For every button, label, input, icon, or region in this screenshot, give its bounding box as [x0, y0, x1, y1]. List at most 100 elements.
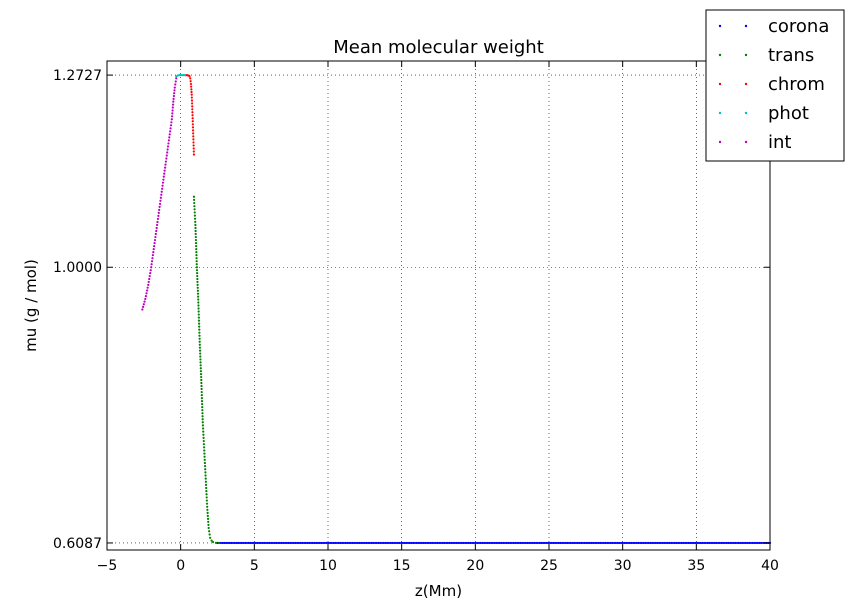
x-tick-label: 10: [319, 558, 337, 574]
legend-marker: [718, 111, 722, 115]
data-point: [153, 241, 156, 245]
data-point: [151, 254, 154, 257]
data-point: [465, 541, 469, 545]
data-point: [697, 541, 701, 545]
data-point: [419, 541, 422, 545]
data-point: [628, 541, 631, 545]
data-point: [725, 541, 728, 545]
x-tick-label: 5: [250, 558, 259, 574]
data-point: [517, 541, 520, 545]
legend-item-phot: phot: [718, 103, 809, 124]
data-point: [320, 541, 323, 545]
data-point: [308, 541, 311, 545]
data-point: [640, 541, 643, 545]
data-point: [569, 541, 572, 545]
legend: corona trans chrom phot int: [705, 9, 845, 162]
data-point: [420, 541, 423, 545]
data-point: [160, 193, 163, 196]
data-point: [167, 142, 170, 145]
data-point: [160, 190, 163, 193]
data-point: [155, 223, 159, 227]
data-point: [204, 468, 207, 471]
data-point: [490, 541, 493, 545]
data-point: [741, 541, 744, 545]
data-point: [727, 541, 730, 545]
data-point: [282, 541, 285, 545]
data-point: [148, 274, 151, 278]
data-point: [191, 111, 194, 114]
legend-label: phot: [768, 103, 809, 124]
data-point: [580, 541, 583, 545]
data-point: [751, 541, 754, 545]
data-point: [204, 477, 207, 480]
data-point: [247, 541, 250, 545]
data-point: [244, 541, 247, 545]
data-point: [734, 541, 737, 545]
data-point: [652, 541, 656, 545]
data-point: [322, 541, 325, 545]
data-point: [737, 541, 740, 545]
data-point: [384, 541, 387, 545]
data-point: [578, 541, 581, 545]
data-point: [219, 541, 223, 545]
data-point: [600, 541, 604, 545]
data-point: [193, 211, 196, 214]
data-point: [559, 541, 562, 545]
data-point: [237, 541, 240, 545]
data-point: [200, 393, 203, 397]
data-point: [190, 102, 194, 105]
legend-item-trans: trans: [718, 45, 814, 66]
data-point: [195, 263, 198, 266]
data-point: [208, 530, 211, 533]
data-point: [275, 541, 278, 545]
data-point: [680, 541, 683, 545]
data-point: [588, 541, 591, 545]
data-point: [382, 541, 385, 545]
data-point: [270, 541, 273, 545]
series-trans: [192, 195, 221, 545]
data-point: [164, 160, 168, 163]
data-point: [191, 120, 194, 123]
data-point: [651, 541, 654, 545]
data-point: [415, 541, 418, 545]
data-point: [197, 298, 200, 301]
data-point: [424, 541, 427, 545]
data-point: [498, 541, 501, 545]
data-point: [602, 541, 605, 545]
data-point: [663, 541, 666, 545]
legend-marker: [744, 82, 748, 86]
data-point: [536, 541, 540, 545]
data-point: [438, 541, 441, 545]
data-point: [730, 541, 733, 545]
data-point: [192, 141, 195, 144]
data-point: [192, 132, 195, 135]
data-point: [755, 541, 758, 545]
data-point: [190, 85, 193, 88]
data-point: [201, 424, 205, 427]
series-layer: [141, 73, 772, 545]
data-point: [268, 541, 271, 545]
data-point: [630, 541, 633, 545]
data-point: [194, 223, 197, 227]
data-point: [280, 541, 283, 545]
data-point: [460, 541, 463, 545]
data-point: [192, 195, 196, 198]
data-point: [249, 541, 252, 545]
data-point: [337, 541, 340, 545]
data-point: [195, 260, 198, 263]
data-point: [285, 541, 288, 545]
data-point: [257, 541, 261, 545]
data-point: [162, 175, 165, 178]
data-point: [571, 541, 574, 545]
series-corona: [216, 541, 772, 545]
data-point: [405, 541, 408, 545]
data-point: [675, 541, 678, 545]
x-tick-label: −5: [97, 558, 118, 574]
data-point: [194, 229, 197, 233]
data-point: [464, 541, 467, 545]
data-point: [195, 254, 198, 257]
x-tick-label: 25: [540, 558, 558, 574]
data-point: [221, 541, 224, 545]
data-point: [197, 310, 200, 313]
data-point: [189, 80, 192, 83]
